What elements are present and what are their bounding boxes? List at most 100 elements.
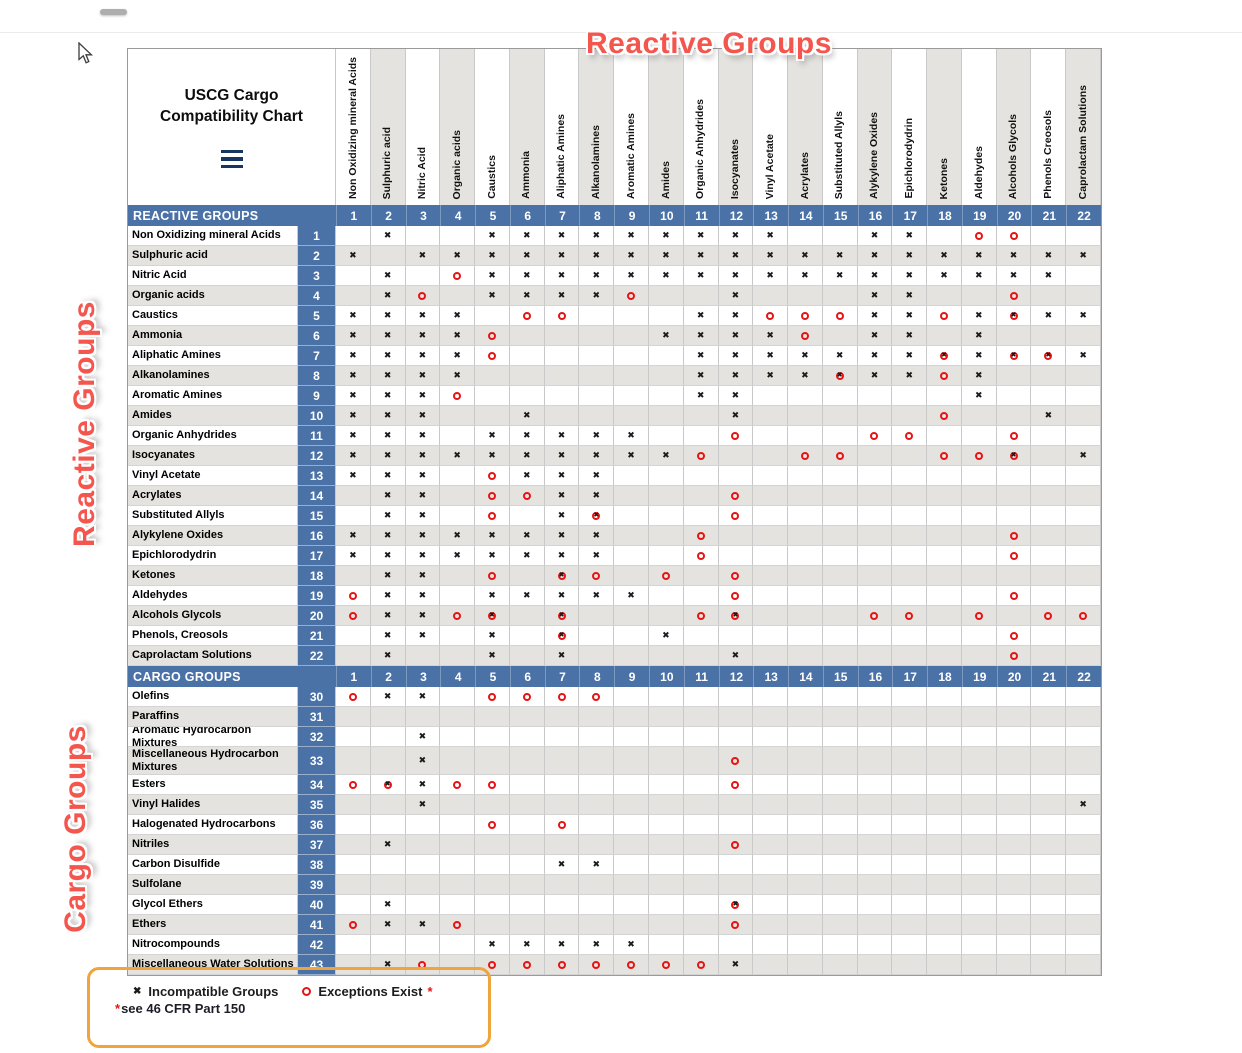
column-number: 21 [1031, 205, 1066, 226]
row-number: 36 [298, 815, 336, 835]
matrix-cell: ✖ [718, 386, 754, 406]
column-header: Alykylene Oxides [857, 49, 893, 205]
matrix-cell: ✖ [579, 446, 615, 466]
matrix-cell [683, 775, 719, 795]
matrix-cell: ✖ [579, 226, 615, 246]
matrix-cell [753, 955, 789, 975]
matrix-cell: ✖ [336, 346, 371, 366]
matrix-cell: ✖ [822, 266, 858, 286]
matrix-cell [961, 626, 997, 646]
matrix-cell [579, 955, 615, 975]
matrix-cell: ✖ [405, 246, 441, 266]
matrix-cell [405, 646, 441, 666]
matrix-cell [544, 815, 580, 835]
matrix-cell [927, 426, 962, 446]
column-number: 2 [370, 666, 406, 687]
matrix-cell [961, 707, 997, 727]
matrix-cell [718, 586, 754, 606]
column-number: 7 [544, 666, 580, 687]
incompatible-x-icon: ✖ [133, 985, 142, 997]
matrix-cell [440, 406, 476, 426]
matrix-cell [614, 286, 649, 306]
matrix-cell [614, 747, 649, 775]
matrix-cell: ✖ [961, 246, 997, 266]
matrix-cell [857, 606, 893, 626]
matrix-cell: ✖ [544, 586, 580, 606]
matrix-cell [475, 486, 510, 506]
column-header: Phenols Creosols [1031, 49, 1067, 205]
matrix-cell: ✖ [475, 626, 510, 646]
matrix-cell [788, 426, 823, 446]
matrix-cell: ✖ [336, 406, 371, 426]
matrix-cell [336, 775, 371, 795]
matrix-cell: ✖ [509, 586, 545, 606]
matrix-cell [927, 326, 962, 346]
row-label: Ammonia [128, 326, 298, 346]
matrix-cell: ✖ [579, 466, 615, 486]
matrix-cell [648, 546, 684, 566]
matrix-cell [475, 707, 510, 727]
matrix-cell [857, 566, 893, 586]
column-header: Amides [648, 49, 684, 205]
matrix-cell [336, 226, 371, 246]
matrix-cell [1066, 855, 1101, 875]
matrix-cell [579, 835, 615, 855]
matrix-cell [336, 835, 371, 855]
matrix-cell: ✖ [579, 506, 615, 526]
matrix-cell [614, 795, 649, 815]
column-header: Caustics [475, 49, 510, 205]
matrix-cell: ✖ [614, 426, 649, 446]
matrix-cell [370, 815, 406, 835]
matrix-cell: ✖ [544, 446, 580, 466]
matrix-cell [822, 855, 858, 875]
column-number: 18 [927, 666, 962, 687]
matrix-cell [1066, 646, 1101, 666]
column-number: 12 [718, 205, 754, 226]
matrix-cell [336, 815, 371, 835]
matrix-cell [544, 727, 580, 747]
row-label: Caustics [128, 306, 298, 326]
matrix-cell [440, 955, 476, 975]
matrix-cell: ✖ [475, 646, 510, 666]
matrix-cell [753, 386, 789, 406]
matrix-cell [648, 935, 684, 955]
row-label: Acrylates [128, 486, 298, 506]
matrix-cell [753, 446, 789, 466]
matrix-cell [405, 875, 441, 895]
menu-icon[interactable] [220, 149, 243, 169]
matrix-cell [614, 346, 649, 366]
table-row: Alcohols Glycols 20 ✖ ✖ ✖ ✖ ✖ [128, 606, 1101, 626]
matrix-cell [788, 646, 823, 666]
matrix-cell: ✖ [579, 855, 615, 875]
matrix-cell [961, 426, 997, 446]
row-label: Nitriles [128, 835, 298, 855]
matrix-cell [892, 626, 928, 646]
matrix-cell: ✖ [475, 226, 510, 246]
matrix-cell [614, 835, 649, 855]
matrix-cell [336, 626, 371, 646]
matrix-cell [648, 815, 684, 835]
matrix-cell: ✖ [405, 326, 441, 346]
row-label: Caprolactam Solutions [128, 646, 298, 666]
matrix-cell [336, 586, 371, 606]
matrix-cell [996, 326, 1032, 346]
matrix-cell [1066, 326, 1101, 346]
matrix-cell [927, 955, 962, 975]
column-number: 13 [753, 666, 788, 687]
table-row: Non Oxidizing mineral Acids 1 ✖ ✖ ✖ ✖ ✖ ✖ ✖ ✖ ✖ ✖ ✖ ✖ [128, 226, 1101, 246]
matrix-cell: ✖ [648, 626, 684, 646]
matrix-cell: ✖ [544, 226, 580, 246]
matrix-cell [961, 486, 997, 506]
matrix-cell: ✖ [683, 346, 719, 366]
matrix-cell: ✖ [648, 266, 684, 286]
matrix-cell [475, 855, 510, 875]
matrix-cell [718, 835, 754, 855]
matrix-cell [753, 895, 789, 915]
column-number: 15 [822, 205, 858, 226]
row-label: Isocyanates [128, 446, 298, 466]
matrix-cell [822, 546, 858, 566]
matrix-cell: ✖ [648, 446, 684, 466]
matrix-cell: ✖ [996, 446, 1032, 466]
matrix-cell [370, 727, 406, 747]
matrix-cell: ✖ [857, 226, 893, 246]
